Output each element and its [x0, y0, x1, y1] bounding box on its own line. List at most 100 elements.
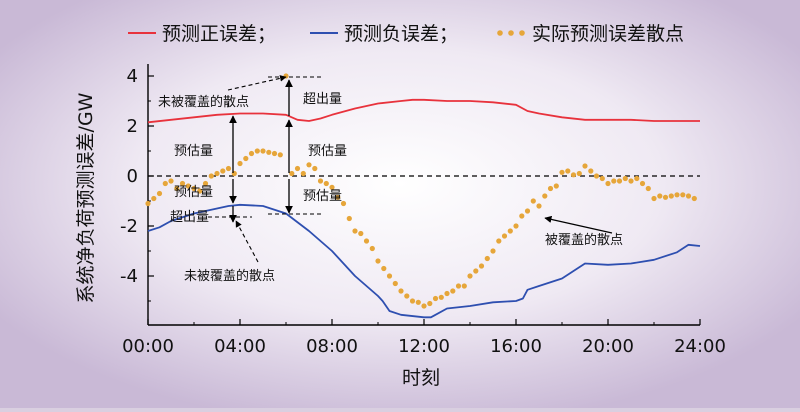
scatter-point-88 [651, 195, 657, 202]
scatter-point-48 [421, 303, 427, 309]
x-tick-label-3: 12:00 [398, 336, 450, 357]
pointer-covered [544, 215, 613, 234]
y-tick-label-4: -4 [120, 266, 138, 287]
scatter-point-41 [381, 265, 387, 272]
annot-estimate-d: 预估量 [303, 189, 342, 204]
scatter-point-35 [346, 215, 352, 222]
scatter-point-78 [593, 173, 600, 179]
scatter-point-3 [162, 180, 168, 187]
x-tick-label-1: 04:00 [214, 336, 266, 357]
scatter-point-59 [484, 255, 490, 262]
y-tick-label-1: 2 [127, 116, 138, 137]
scatter-point-66 [524, 208, 531, 214]
scatter-point-22 [271, 150, 278, 157]
scatter-point-36 [352, 228, 358, 234]
scatter-point-42 [386, 273, 393, 279]
scatter-point-85 [634, 175, 640, 182]
scatter-point-93 [680, 192, 686, 198]
annot-exceed-a: 超出量 [170, 210, 209, 225]
y-tick-label-3: -2 [120, 216, 138, 237]
pointer-uncovered-top [227, 75, 287, 91]
scatter-point-52 [444, 290, 450, 297]
scatter-point-43 [392, 280, 398, 287]
scatter-point-21 [266, 149, 272, 155]
scatter-point-70 [547, 185, 554, 192]
scatter-point-16 [237, 160, 243, 167]
scatter-point-49 [427, 300, 433, 307]
legend-swatch-scatter-3 [519, 30, 525, 36]
scatter-point-5 [174, 185, 180, 192]
scatter-point-56 [467, 273, 473, 279]
scatter-point-19 [254, 148, 260, 154]
scatter-point-12 [214, 170, 220, 177]
scatter-point-74 [570, 172, 577, 178]
scatter-point-46 [409, 298, 416, 304]
annot-exceed-b: 超出量 [303, 92, 342, 107]
scatter-point-61 [496, 238, 502, 244]
scatter-points [145, 73, 697, 309]
scatter-point-75 [576, 170, 582, 177]
scatter-point-1 [151, 195, 157, 202]
annot-estimate-a: 预估量 [174, 144, 213, 159]
x-tick-label-6: 24:00 [674, 336, 726, 357]
scatter-point-84 [628, 178, 634, 184]
scatter-point-80 [605, 180, 611, 187]
scatter-point-53 [450, 288, 456, 294]
scatter-point-0 [145, 200, 151, 207]
scatter-point-7 [185, 183, 191, 189]
legend-label-negative: 预测负误差； [344, 23, 458, 45]
scatter-point-72 [559, 169, 565, 175]
scatter-point-6 [179, 180, 186, 187]
scatter-point-28 [306, 162, 312, 168]
x-tick-label-0: 00:00 [122, 336, 174, 357]
negative-error-line [147, 203, 701, 319]
scatter-point-30 [317, 178, 324, 184]
scatter-point-40 [375, 258, 381, 264]
scatter-point-9 [197, 188, 203, 194]
scatter-point-25 [289, 170, 295, 177]
y-tick-label-2: 0 [127, 166, 138, 187]
scatter-point-20 [260, 148, 266, 154]
scatter-point-60 [490, 248, 496, 254]
scatter-point-81 [611, 178, 617, 184]
scatter-point-39 [369, 245, 375, 252]
scatter-point-13 [220, 168, 226, 174]
scatter-point-94 [685, 193, 692, 199]
scatter-point-57 [473, 268, 479, 274]
scatter-point-10 [202, 180, 209, 187]
annot-uncovered-top: 未被覆盖的散点 [158, 94, 249, 110]
scatter-point-79 [599, 175, 605, 182]
series-layer [145, 73, 701, 319]
scatter-point-91 [668, 193, 674, 199]
scatter-point-86 [639, 180, 646, 187]
y-tick-label-0: 4 [127, 66, 138, 87]
scatter-point-83 [622, 175, 628, 182]
scatter-point-54 [455, 283, 462, 289]
y-ticks: 4 2 0 -2 -4 [120, 66, 154, 302]
annot-estimate-c: 预估量 [308, 144, 347, 159]
scatter-point-26 [294, 165, 301, 172]
scatter-point-71 [553, 183, 559, 189]
scatter-point-68 [536, 203, 542, 209]
scatter-point-89 [657, 193, 663, 199]
scatter-point-58 [478, 263, 485, 269]
scatter-point-69 [542, 193, 548, 199]
annot-uncovered-bottom: 未被覆盖的散点 [184, 268, 275, 284]
x-tick-label-4: 16:00 [490, 336, 542, 357]
scatter-point-73 [565, 168, 571, 174]
legend-label-scatter: 实际预测误差散点 [532, 23, 684, 45]
scatter-point-51 [438, 294, 444, 300]
scatter-point-14 [225, 165, 232, 172]
axes: 00:00 04:00 08:00 12:00 16:00 20:00 24:00 4 2 0 -… [75, 64, 726, 389]
scatter-point-65 [519, 213, 525, 219]
annotations: 未被覆盖的散点 预估量 预估量 超出量 超出量 预估量 预估量 未被覆盖的散点 … [158, 75, 623, 284]
scatter-point-76 [582, 163, 588, 169]
scatter-point-50 [432, 295, 439, 302]
x-ticks: 00:00 04:00 08:00 12:00 16:00 20:00 24:00 [122, 319, 726, 357]
positive-error-line [147, 98, 700, 124]
scatter-point-47 [415, 299, 421, 305]
scatter-point-34 [340, 200, 347, 207]
